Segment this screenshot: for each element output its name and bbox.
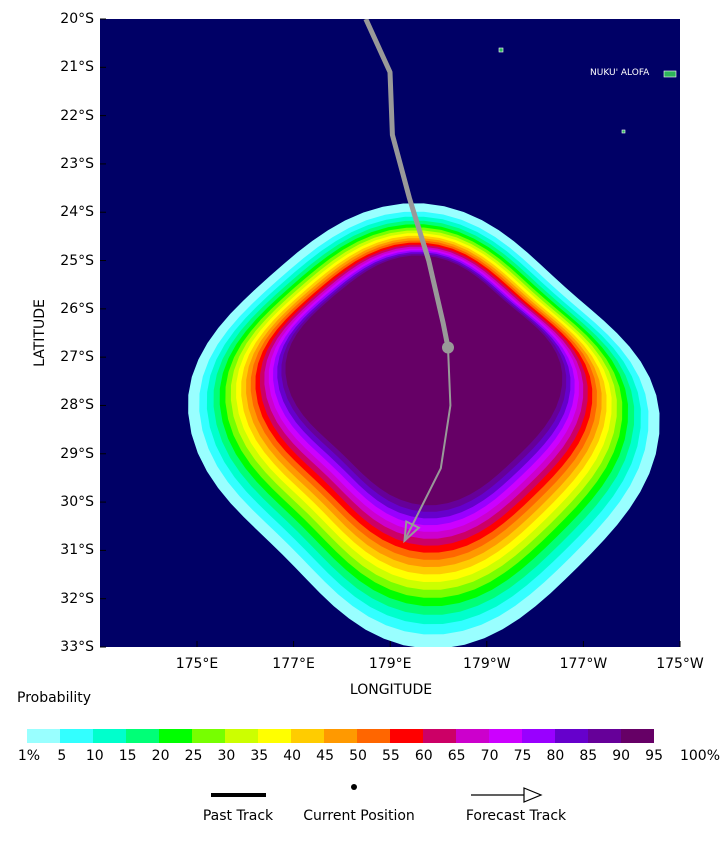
legend-title: Probability — [17, 690, 92, 706]
forecast-arrowhead — [403, 519, 421, 544]
legend-label: 75 — [513, 748, 532, 764]
lat-label: 32°S — [60, 590, 94, 607]
lat-label: 21°S — [60, 59, 94, 76]
legend-label: 30 — [217, 748, 236, 764]
legend-swatch-14 — [456, 729, 489, 743]
legend-swatch-13 — [423, 729, 456, 743]
legend-label: 25 — [184, 748, 203, 764]
legend-label: 35 — [250, 748, 269, 764]
lat-label: 23°S — [60, 155, 94, 172]
legend-label: 55 — [381, 748, 400, 764]
legend-swatch-3 — [93, 729, 126, 743]
forecast-track-key-arrow — [523, 787, 543, 803]
legend-label: 5 — [57, 748, 67, 764]
x-axis-title: LONGITUDE — [349, 682, 433, 698]
forecast-track-line — [403, 347, 452, 542]
current-position-key-dot — [351, 784, 357, 790]
island-1 — [498, 47, 504, 53]
probability-map — [100, 18, 681, 648]
current-position-marker — [442, 341, 454, 354]
legend-label: 60 — [414, 748, 433, 764]
islands — [498, 47, 677, 134]
legend-label: 45 — [316, 748, 335, 764]
lat-label: 31°S — [60, 542, 94, 559]
legend-label: 90 — [612, 748, 631, 764]
island-2 — [621, 129, 626, 134]
legend-label: 40 — [283, 748, 302, 764]
lon-label: 177°E — [272, 656, 315, 672]
lat-label: 22°S — [60, 107, 94, 124]
track-key — [211, 784, 543, 803]
legend-swatch-5 — [159, 729, 192, 743]
legend-label: 50 — [349, 748, 367, 764]
island-3 — [663, 70, 677, 78]
legend-label: 100% — [679, 748, 720, 764]
legend-label: 1% — [17, 748, 41, 764]
legend-swatch-8 — [258, 729, 291, 743]
legend-swatch-2 — [60, 729, 93, 743]
lat-label: 20°S — [60, 11, 94, 27]
probability-contours — [188, 203, 660, 647]
lat-label: 24°S — [60, 204, 94, 221]
past-track-label: Past Track — [202, 808, 274, 824]
legend-swatch-11 — [357, 729, 390, 743]
legend-label: 80 — [546, 748, 565, 764]
lat-label: 27°S — [60, 349, 94, 366]
legend-swatch-1 — [27, 729, 60, 743]
lon-label: 175°E — [175, 656, 219, 672]
lon-label: 177°W — [559, 656, 608, 672]
legend-label: 20 — [151, 748, 170, 764]
lat-label: 25°S — [60, 252, 94, 269]
lat-label: 26°S — [60, 300, 94, 317]
legend-label: 85 — [579, 748, 598, 764]
legend-label: 70 — [480, 748, 499, 764]
legend-label: 15 — [118, 748, 137, 764]
city-label-nukualofa: NUKU' ALOFA — [590, 68, 650, 78]
lat-label: 30°S — [60, 494, 94, 511]
lon-label: 175°W — [656, 656, 704, 672]
legend-swatch-16 — [522, 729, 555, 743]
legend-label: 95 — [645, 748, 664, 764]
legend-label: 65 — [447, 748, 466, 764]
legend-label: 10 — [85, 748, 104, 764]
forecast-track-label: Forecast Track — [465, 808, 567, 824]
legend-swatch-10 — [324, 729, 357, 743]
y-axis-title: LATITUDE — [32, 299, 48, 367]
legend-swatch-9 — [291, 729, 324, 743]
lon-label: 179°E — [368, 656, 412, 672]
lat-label: 29°S — [60, 445, 94, 462]
legend-swatch-4 — [126, 729, 159, 743]
legend-swatch-6 — [192, 729, 225, 743]
lat-label: 28°S — [60, 397, 94, 414]
legend-color-bar — [27, 729, 654, 743]
legend-swatch-15 — [489, 729, 522, 743]
legend-swatch-7 — [225, 729, 258, 743]
lat-label: 33°S — [60, 639, 94, 655]
lon-label: 179°W — [463, 656, 511, 672]
contour-19 — [285, 255, 563, 506]
legend-swatch-19 — [621, 729, 654, 743]
past-track-line — [363, 19, 451, 348]
legend-swatch-12 — [390, 729, 423, 743]
current-position-label: Current Position — [303, 808, 415, 824]
axis-ticks — [100, 18, 681, 648]
storm-track — [363, 19, 454, 544]
legend-swatch-18 — [588, 729, 621, 743]
legend-swatch-17 — [555, 729, 588, 743]
